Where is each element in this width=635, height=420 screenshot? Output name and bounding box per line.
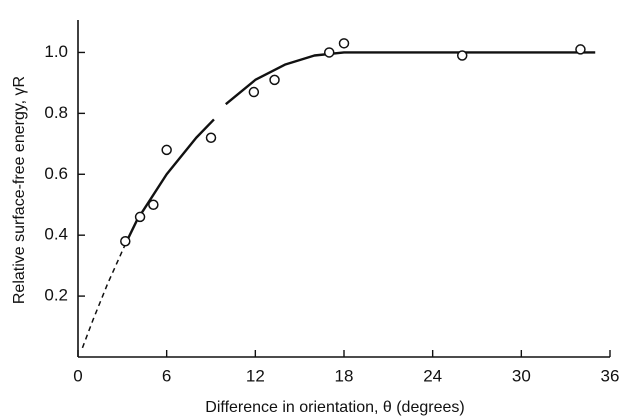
data-point xyxy=(338,38,350,49)
y-tick-label: 0.8 xyxy=(44,103,68,122)
y-tick-label: 0.4 xyxy=(44,225,68,244)
data-point xyxy=(134,211,146,223)
data-point xyxy=(148,199,159,210)
fit-curve xyxy=(81,244,126,349)
x-tick-label: 12 xyxy=(246,366,265,385)
y-tick-label: 0.6 xyxy=(44,164,68,183)
data-point xyxy=(456,50,468,61)
data-point xyxy=(248,86,260,98)
x-tick-label: 0 xyxy=(73,366,82,385)
x-axis-label: Difference in orientation, θ (degrees) xyxy=(205,399,464,416)
y-axis-label: Relative surface-free energy, γR xyxy=(11,76,28,304)
x-tick-label: 6 xyxy=(162,366,171,385)
data-point xyxy=(575,44,586,55)
fit-curve xyxy=(124,51,596,245)
y-tick-label: 1.0 xyxy=(44,42,68,61)
x-tick-label: 18 xyxy=(335,366,354,385)
x-tick-label: 36 xyxy=(601,366,620,385)
data-point xyxy=(323,47,335,58)
y-tick-label: 0.2 xyxy=(44,286,68,305)
data-point xyxy=(269,74,280,86)
x-tick-label: 24 xyxy=(423,366,442,385)
x-tick-label: 30 xyxy=(512,366,531,385)
data-point xyxy=(205,132,217,143)
data-point xyxy=(161,144,172,156)
data-point xyxy=(120,236,131,247)
